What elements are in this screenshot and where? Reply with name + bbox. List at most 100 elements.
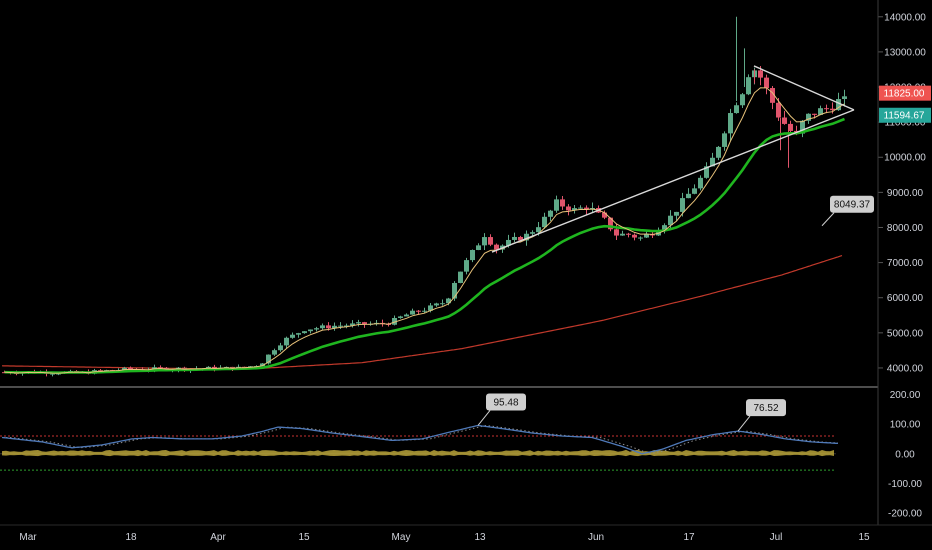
candle-body <box>638 237 643 239</box>
candle-body <box>356 322 361 324</box>
oscillator-panel[interactable]: 95.48 76.52 <box>0 393 839 471</box>
candle-body <box>446 298 451 304</box>
candle-body <box>782 117 787 124</box>
candle-body <box>428 305 433 311</box>
candle-body <box>746 77 751 95</box>
candle-body <box>620 233 625 236</box>
tag-last-background <box>879 107 931 123</box>
trendline-2[interactable] <box>753 65 855 111</box>
candle-body <box>788 123 793 131</box>
price-panel[interactable]: 8049.37 <box>1 16 874 377</box>
candle-body <box>626 233 631 235</box>
tag-high-background <box>879 85 931 101</box>
candle-body <box>302 331 307 334</box>
candle-body <box>824 108 829 110</box>
candle-body <box>290 334 295 338</box>
candle-body <box>722 133 727 147</box>
price-axis-tick-label: 7000.00 <box>887 258 924 269</box>
price-axis-tick-label: 14000.00 <box>884 12 926 23</box>
candle-body <box>770 88 775 103</box>
time-axis-label: 13 <box>474 532 486 543</box>
candle-body <box>812 113 817 115</box>
candle-body <box>440 303 445 305</box>
candle-body <box>842 96 847 100</box>
candle-body <box>806 113 811 121</box>
candle-body <box>98 370 103 372</box>
osc-callout-box <box>486 393 526 411</box>
time-axis-label: Apr <box>210 532 226 543</box>
candle-body <box>458 271 463 283</box>
candle-body <box>308 329 313 332</box>
candle-body <box>530 232 535 234</box>
candle-body <box>410 310 415 315</box>
candle-body <box>560 199 565 207</box>
candle-body <box>482 237 487 246</box>
osc-callout-label: 76.52 <box>753 403 778 414</box>
candle-body <box>764 77 769 89</box>
candle-body <box>686 193 691 199</box>
candle-body <box>740 94 745 106</box>
candle-body <box>314 328 319 330</box>
price-axis-tick-label: 11000.00 <box>885 118 926 129</box>
candle-body <box>326 325 331 329</box>
price-axis-tick-label: 8000.00 <box>887 223 924 234</box>
candle-body <box>758 70 763 78</box>
time-axis[interactable]: Mar 18 Apr 15 May 13 Jun 17 Jul 15 <box>19 532 870 543</box>
osc-callout-label: 95.48 <box>493 397 518 408</box>
osc-main-line <box>1 424 839 455</box>
candle-body <box>284 337 289 346</box>
candle-body <box>452 282 457 299</box>
ema-mid-line <box>4 117 845 375</box>
trendlines-layer[interactable] <box>491 65 855 253</box>
candle-body <box>332 325 337 329</box>
candle-body <box>584 207 589 210</box>
callout-leader <box>821 212 835 227</box>
callout-label: 8049.37 <box>834 200 871 211</box>
time-axis-label: Jun <box>588 532 604 543</box>
candle-body <box>422 310 427 312</box>
candle-body <box>674 211 679 216</box>
oscillator-histogram <box>2 449 834 457</box>
trendline-1[interactable] <box>491 109 855 253</box>
oscillator-callouts: 95.48 76.52 <box>477 393 786 432</box>
candle-body <box>728 113 733 134</box>
candle-body <box>800 120 805 134</box>
candle-body <box>476 245 481 251</box>
time-axis-label: Jul <box>770 532 783 543</box>
price-axis-tick-label: 6000.00 <box>887 293 924 304</box>
candle-body <box>566 206 571 211</box>
osc-axis-tick-label: 0.00 <box>895 449 915 460</box>
candle-body <box>416 310 421 312</box>
ema-fast-layer <box>4 87 845 374</box>
candle-body <box>680 198 685 212</box>
candle-body <box>434 303 439 306</box>
ema-mid-layer <box>4 117 845 375</box>
candle-body <box>506 239 511 246</box>
osc-callout-leader <box>737 415 751 432</box>
candle-body <box>614 229 619 236</box>
candle-body <box>128 367 133 370</box>
candle-body <box>50 373 55 375</box>
candle-body <box>836 99 841 111</box>
osc-histogram-area <box>2 449 834 457</box>
candle-body <box>548 210 553 217</box>
osc-callout-box <box>746 399 786 417</box>
time-axis-label: Mar <box>19 532 37 543</box>
time-axis-label: 15 <box>298 532 310 543</box>
candle-body <box>698 177 703 189</box>
candle-body <box>518 236 523 241</box>
candle-body <box>644 233 649 238</box>
price-axis-tick-label: 13000.00 <box>884 47 926 58</box>
candle-body <box>542 216 547 228</box>
candle-body <box>158 367 163 369</box>
candle-body <box>524 233 529 241</box>
candle-body <box>470 250 475 261</box>
candle-body <box>554 199 559 211</box>
price-axis-tick-label: 5000.00 <box>887 328 924 339</box>
candle-body <box>668 215 673 226</box>
osc-axis-tick-label: 200.00 <box>890 390 921 401</box>
candle-body <box>488 237 493 245</box>
oscillator-axis[interactable]: 200.00 100.00 0.00 -100.00 -200.00 <box>888 390 922 520</box>
time-axis-label: 18 <box>125 532 137 543</box>
